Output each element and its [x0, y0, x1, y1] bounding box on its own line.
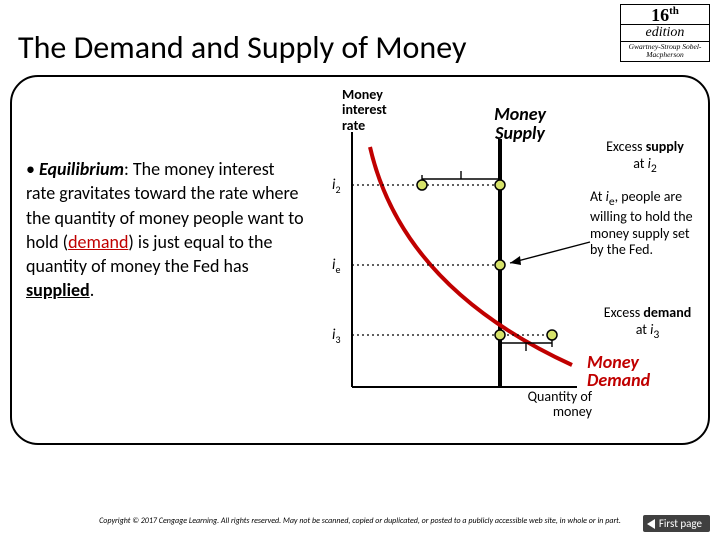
content-box: • Equilibrium: The money interest rate g… [10, 75, 710, 445]
tick-i3: i3 [332, 326, 341, 346]
slide-title: The Demand and Supply of Money [18, 28, 466, 67]
edition-word: edition [621, 24, 709, 41]
x-axis-label: Quantity of money [512, 389, 592, 420]
copyright-text: Copyright © 2017 Cengage Learning. All r… [0, 516, 720, 526]
point-demand-i2 [417, 180, 427, 190]
edition-number: 16th [621, 5, 709, 26]
point-equilibrium [495, 260, 505, 270]
point-demand-i3 [547, 330, 557, 340]
money-demand-label: Money Demand [587, 353, 687, 389]
bullet-lead: Equilibrium [39, 158, 124, 180]
arrow-left-icon [647, 519, 655, 529]
tick-i2: i2 [332, 176, 341, 196]
first-page-button[interactable]: First page [643, 515, 710, 532]
edition-badge: 16th edition Gwartney-Stroup Sobel-Macph… [620, 4, 710, 62]
first-page-label: First page [659, 517, 702, 530]
annot-excess-demand: Excess demand at i3 [590, 305, 705, 342]
y-axis-label: Money interest rate [342, 87, 412, 133]
equilibrium-bullet: • Equilibrium: The money interest rate g… [26, 157, 306, 303]
edition-authors: Gwartney-Stroup Sobel-Macpherson [621, 41, 709, 61]
tick-ie: ie [332, 256, 340, 276]
supplied-word: supplied [26, 279, 90, 301]
demand-word: demand [68, 231, 128, 253]
money-market-chart: Money interest rate [312, 87, 702, 437]
money-supply-label: Money Supply [480, 105, 560, 143]
point-supply-i2 [495, 180, 505, 190]
annot-excess-supply: Excess supply at i2 [590, 139, 700, 176]
point-supply-i3 [495, 330, 505, 340]
arrow-ie [510, 242, 590, 263]
annot-equilibrium: At ie, people are willing to hold the mo… [590, 189, 702, 259]
